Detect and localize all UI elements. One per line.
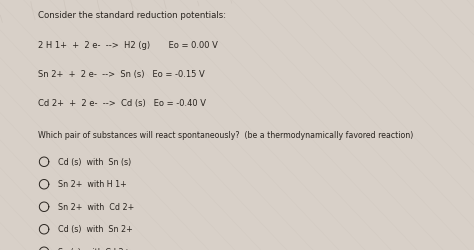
Text: Sn 2+  with  Cd 2+: Sn 2+ with Cd 2+ [58,202,135,211]
Text: Which pair of substances will react spontaneously?  (be a thermodynamically favo: Which pair of substances will react spon… [38,131,413,140]
Text: Cd 2+  +  2 e-  -->  Cd (s)   Eo = -0.40 V: Cd 2+ + 2 e- --> Cd (s) Eo = -0.40 V [38,99,206,108]
Text: Cd (s)  with  Sn (s): Cd (s) with Sn (s) [58,158,132,166]
Text: Consider the standard reduction potentials:: Consider the standard reduction potentia… [38,11,226,20]
Text: Cd (s)  with  Sn 2+: Cd (s) with Sn 2+ [58,225,133,234]
Text: Sn 2+  +  2 e-  -->  Sn (s)   Eo = -0.15 V: Sn 2+ + 2 e- --> Sn (s) Eo = -0.15 V [38,70,205,79]
Text: Sn (s)  with Cd 2+: Sn (s) with Cd 2+ [58,248,130,250]
Text: Sn 2+  with H 1+: Sn 2+ with H 1+ [58,180,127,189]
Text: 2 H 1+  +  2 e-  -->  H2 (g)       Eo = 0.00 V: 2 H 1+ + 2 e- --> H2 (g) Eo = 0.00 V [38,41,218,50]
